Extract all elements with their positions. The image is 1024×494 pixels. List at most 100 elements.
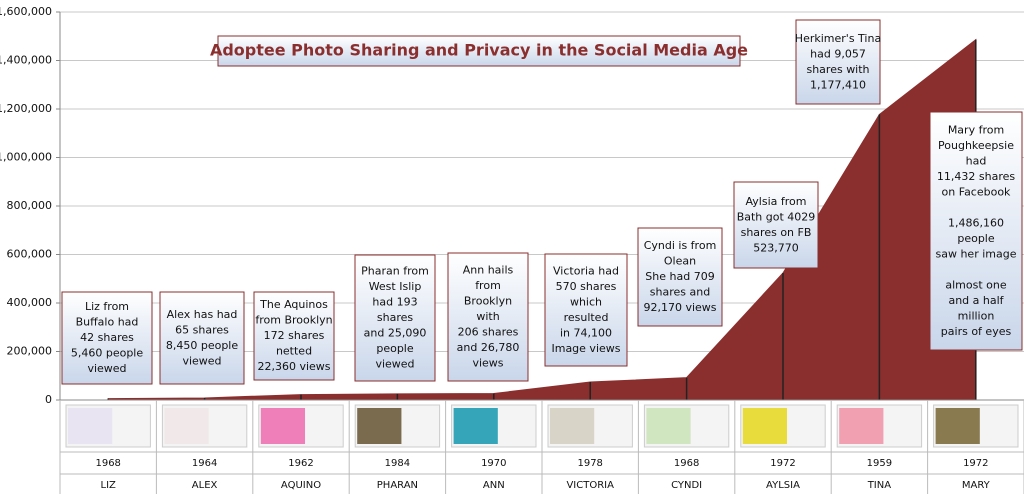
annotation-text: viewed [87, 362, 126, 375]
y-tick-label: 1,000,000 [0, 151, 52, 164]
x-tick-label: ALEX [192, 480, 218, 491]
annotation-text: Olean [664, 255, 696, 268]
annotation-text: Buffalo had [76, 316, 139, 329]
annotation-text: 1,486,160 [948, 216, 1004, 229]
annotation-text: on Facebook [942, 185, 1012, 198]
title-box [217, 35, 741, 67]
annotation-text: pairs of eyes [941, 325, 1012, 338]
annotation-text: She had 709 [645, 270, 714, 283]
annotation-text: million [958, 309, 995, 322]
annotation-text: Mary from [948, 123, 1004, 136]
y-tick-label: 600,000 [7, 248, 53, 261]
year-label: 1959 [867, 458, 892, 469]
thumbnail-photo [550, 408, 595, 444]
annotation-text: The Aquinos [259, 298, 328, 311]
y-tick-label: 0 [45, 393, 52, 406]
annotation-text: 1,177,410 [810, 78, 866, 91]
annotation-box [447, 252, 529, 382]
annotation-text: Liz from [85, 300, 129, 313]
annotation-text: 206 shares [458, 326, 519, 339]
annotation-text: viewed [375, 358, 414, 371]
thumbnail-photo [646, 408, 691, 444]
thumbnail-photo [839, 408, 884, 444]
annotation-text: Poughkeepsie [938, 139, 1014, 152]
annotation-text: Herkimer's Tina [795, 32, 881, 45]
thumbnail-photo [453, 408, 498, 444]
chart-title: Adoptee Photo Sharing and Privacy in the… [210, 41, 748, 60]
annotation-text: shares [377, 311, 413, 324]
annotation-text: with [476, 310, 499, 323]
annotation-text: and a half [948, 294, 1004, 307]
y-tick-label: 1,400,000 [0, 54, 52, 67]
year-label: 1964 [192, 458, 217, 469]
category-table: 1968 LIZ 1964 ALEX 1962 AQUINO 1984 PHARAN 1970 A… [59, 400, 1024, 494]
annotation-text: 8,450 people [166, 339, 239, 352]
x-tick-label: PHARAN [377, 480, 418, 491]
annotation-text: from [475, 279, 501, 292]
y-tick-label: 400,000 [7, 296, 53, 309]
annotation-text: views [472, 357, 503, 370]
annotation-text: 172 shares [264, 329, 325, 342]
x-tick-label: TINA [867, 480, 892, 491]
annotation-text: 570 shares [556, 280, 617, 293]
annotation-text: saw her image [936, 247, 1017, 260]
annotation-text: people [957, 232, 995, 245]
thumbnail-photo [68, 408, 113, 444]
annotation-text: 92,170 views [643, 301, 716, 314]
x-tick-label: MARY [962, 480, 991, 491]
year-label: 1972 [963, 458, 988, 469]
annotation-text: shares with [806, 63, 869, 76]
annotation-text: had [966, 154, 987, 167]
thumbnail-photo [260, 408, 306, 444]
annotation-text: resulted [564, 311, 609, 324]
grid: 0 200,000 400,000 600,000 800,000 1,000,000 1,… [0, 5, 1024, 406]
annotation-text: Victoria had [553, 264, 619, 277]
annotation-box [795, 19, 881, 105]
thumbnail-photo [742, 408, 788, 444]
thumbnail-photo [357, 408, 402, 444]
y-tick-label: 1,600,000 [0, 5, 52, 18]
annotations: Liz from Buffalo had 42 shares 5,460 people… [61, 19, 1023, 385]
annotation-text: West Islip [369, 280, 422, 293]
year-label: 1972 [770, 458, 795, 469]
annotation-text: from Brooklyn [255, 314, 332, 327]
annotation-box [61, 291, 153, 385]
annotation-text: Cyndi is from [644, 239, 717, 252]
y-tick-label: 1,200,000 [0, 102, 52, 115]
annotation-text: Aylsia from [746, 195, 807, 208]
annotation-text: 11,432 shares [937, 170, 1015, 183]
annotation-box [544, 253, 628, 367]
x-tick-label: CYNDI [671, 480, 702, 491]
annotation-box [354, 254, 436, 382]
thumbnail-photo [164, 408, 209, 444]
annotation-text: had 9,057 [810, 47, 866, 60]
x-tick-label: AQUINO [281, 480, 321, 491]
annotation-text: 42 shares [80, 331, 134, 344]
annotation-text: shares and [650, 286, 710, 299]
annotation-text: people [376, 342, 414, 355]
annotation-box [159, 291, 245, 385]
thumbnail-photo [935, 408, 980, 444]
annotation-text: in 74,100 [560, 326, 612, 339]
annotation-text: 523,770 [753, 241, 799, 254]
annotation-text: viewed [182, 354, 221, 367]
annotation-text: Image views [551, 342, 620, 355]
y-tick-label: 200,000 [7, 345, 53, 358]
x-tick-label: AYLSIA [766, 480, 800, 491]
annotation-text: Alex has had [167, 308, 238, 321]
x-tick-label: ANN [483, 480, 505, 491]
annotation-text: Bath got 4029 [737, 210, 816, 223]
annotation-box [733, 181, 819, 269]
annotation-box [637, 227, 723, 327]
annotation-text: and 26,780 [457, 341, 520, 354]
annotation-text: Ann hails [463, 264, 514, 277]
year-label: 1984 [385, 458, 410, 469]
annotation-text: 65 shares [175, 323, 229, 336]
annotation-text: had 193 [372, 296, 417, 309]
annotation-text: and 25,090 [364, 327, 427, 340]
annotation-text: which [570, 295, 602, 308]
annotation-text: 5,460 people [71, 347, 144, 360]
x-tick-label: LIZ [101, 480, 117, 491]
annotation-text: netted [276, 345, 312, 358]
annotation-text: 22,360 views [257, 360, 330, 373]
